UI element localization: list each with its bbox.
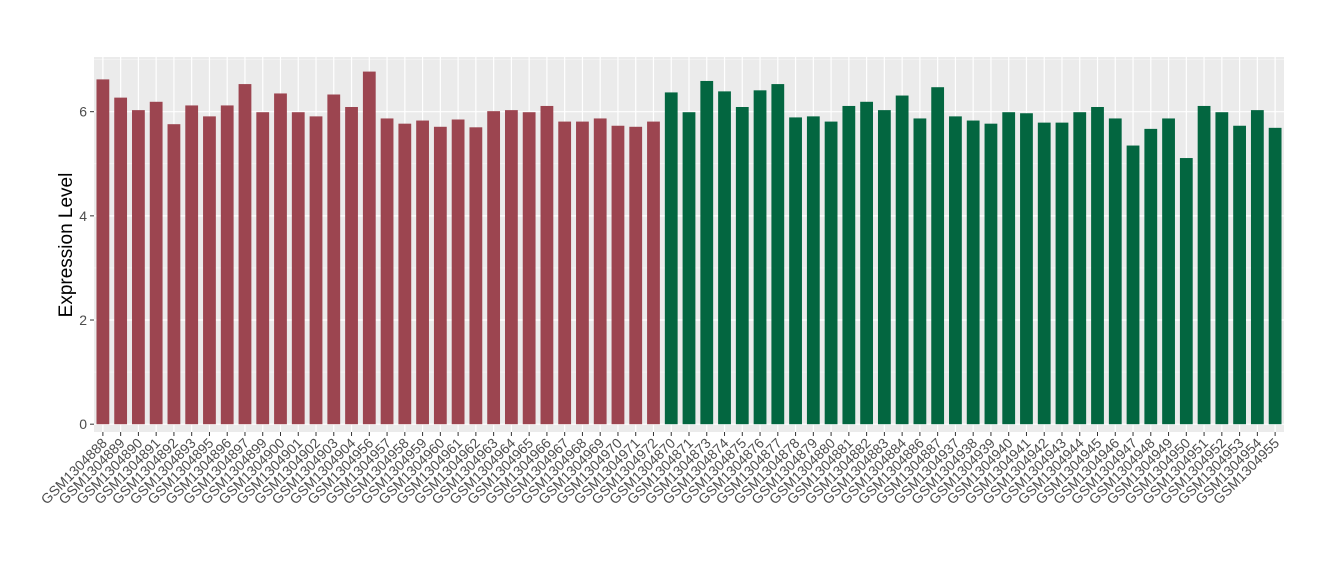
bar-GSM1304963 xyxy=(487,111,501,425)
bar-GSM1304884 xyxy=(895,95,909,425)
bar-GSM1304961 xyxy=(451,119,465,425)
bar-GSM1304897 xyxy=(238,84,252,425)
bar-GSM1304938 xyxy=(966,120,980,425)
bar-GSM1304875 xyxy=(735,107,749,425)
x-axis: GSM1304888GSM1304889GSM1304890GSM1304891… xyxy=(38,432,1282,507)
bar-GSM1304939 xyxy=(984,123,998,425)
bar-GSM1304972 xyxy=(647,121,660,425)
bar-GSM1304890 xyxy=(132,110,145,425)
bar-GSM1304957 xyxy=(380,118,394,425)
bar-GSM1304893 xyxy=(185,105,199,425)
bar-GSM1304949 xyxy=(1162,118,1175,425)
bar-GSM1304870 xyxy=(664,92,678,425)
bar-GSM1304971 xyxy=(629,126,643,425)
bar-GSM1304900 xyxy=(274,93,287,425)
bar-GSM1304968 xyxy=(576,121,589,425)
bar-GSM1304969 xyxy=(593,118,607,425)
bar-GSM1304871 xyxy=(682,112,696,425)
bar-GSM1304878 xyxy=(789,117,802,425)
bar-GSM1304956 xyxy=(362,71,376,425)
bar-GSM1304967 xyxy=(558,121,572,425)
bar-GSM1304895 xyxy=(203,116,216,425)
bar-GSM1304964 xyxy=(504,110,518,425)
bar-GSM1304965 xyxy=(522,112,536,425)
bar-GSM1304901 xyxy=(291,112,305,425)
y-tick-label: 2 xyxy=(79,312,87,328)
bar-GSM1304959 xyxy=(416,120,429,425)
bar-GSM1304960 xyxy=(433,126,447,425)
bar-GSM1304899 xyxy=(256,112,270,425)
bar-GSM1304940 xyxy=(1002,112,1016,425)
bar-GSM1304970 xyxy=(611,125,625,425)
bar-GSM1304882 xyxy=(860,101,874,425)
bar-GSM1304948 xyxy=(1144,128,1158,425)
bar-GSM1304896 xyxy=(220,105,234,425)
bar-GSM1304945 xyxy=(1091,107,1104,425)
bar-GSM1304889 xyxy=(114,97,128,425)
bar-GSM1304942 xyxy=(1037,122,1051,425)
y-axis: 0 2 4 6 xyxy=(79,104,94,432)
bar-GSM1304904 xyxy=(345,107,358,425)
bar-GSM1304958 xyxy=(398,123,412,425)
y-tick-label: 0 xyxy=(79,416,87,432)
bar-GSM1304876 xyxy=(753,90,767,425)
bar-GSM1304873 xyxy=(700,80,714,425)
bar-GSM1304892 xyxy=(167,124,181,425)
bars-group xyxy=(96,71,1282,425)
bar-GSM1304946 xyxy=(1108,118,1122,425)
bar-GSM1304877 xyxy=(771,84,785,425)
bar-GSM1304887 xyxy=(931,87,945,425)
bar-GSM1304941 xyxy=(1020,113,1033,425)
y-tick-label: 4 xyxy=(79,208,87,224)
bar-GSM1304886 xyxy=(913,118,927,425)
bar-GSM1304881 xyxy=(842,105,856,425)
bar-GSM1304874 xyxy=(718,91,731,425)
bar-GSM1304947 xyxy=(1126,145,1140,425)
bar-GSM1304954 xyxy=(1250,110,1264,425)
y-tick-label: 6 xyxy=(79,104,87,120)
bar-GSM1304879 xyxy=(806,116,820,425)
bar-GSM1304883 xyxy=(877,110,891,425)
bar-GSM1304955 xyxy=(1268,127,1282,425)
bar-GSM1304951 xyxy=(1197,105,1211,425)
bar-GSM1304966 xyxy=(540,105,554,425)
bar-GSM1304937 xyxy=(949,116,962,425)
bar-GSM1304962 xyxy=(469,127,483,425)
y-axis-title: Expression Level xyxy=(56,173,77,318)
bar-GSM1304891 xyxy=(149,101,163,425)
bar-GSM1304943 xyxy=(1055,122,1069,425)
bar-GSM1304902 xyxy=(309,116,323,425)
bar-GSM1304903 xyxy=(327,94,341,425)
bar-GSM1304953 xyxy=(1233,125,1246,425)
bar-GSM1304880 xyxy=(824,121,838,425)
bar-GSM1304888 xyxy=(96,79,110,425)
bar-GSM1304944 xyxy=(1073,112,1087,425)
bar-GSM1304950 xyxy=(1179,158,1193,425)
bar-GSM1304952 xyxy=(1215,112,1229,425)
